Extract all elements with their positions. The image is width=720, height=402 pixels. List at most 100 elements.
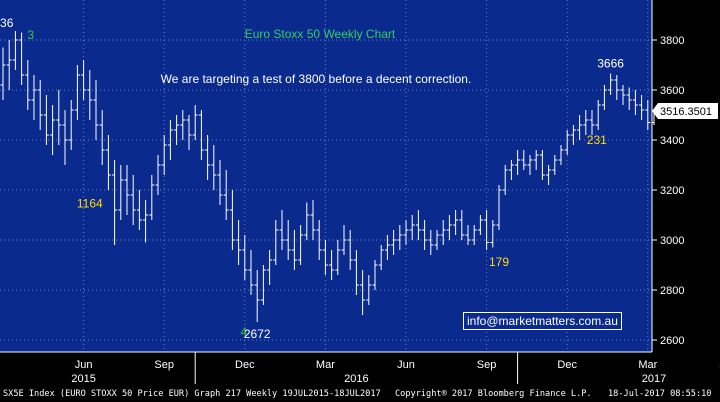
ohlc-bar [322,240,328,275]
ohlc-bar [316,220,322,260]
ohlc-bar [366,275,372,305]
year-label: 2015 [71,373,95,385]
ohlc-bar [595,100,601,130]
ohlc-bar [62,110,68,165]
ohlc-bar [639,95,645,120]
ohlc-bar [56,90,62,145]
ohlc-bar [304,202,310,240]
ohlc-bar [397,225,403,250]
ohlc-bar [19,32,25,85]
ohlc-bar [589,110,595,135]
ohlc-bar [632,90,638,115]
ohlc-bar [335,240,341,275]
annotation-label: 4 [241,325,248,339]
chart-subtitle: We are targeting a test of 3800 before a… [161,72,472,86]
ohlc-bar [143,200,149,243]
ohlc-bar [112,160,118,245]
ohlc-bar [99,110,105,165]
year-label: 2017 [642,373,666,385]
ohlc-bar [205,135,211,180]
ohlc-bar [43,95,49,145]
ohlc-bar [236,220,242,265]
ohlc-bar [124,165,130,215]
ohlc-bar [372,260,378,290]
ohlc-bar [273,220,279,265]
ohlc-bar [428,230,434,255]
ohlc-bar [564,130,570,155]
ohlc-bar [174,115,180,145]
footer-security: SX5E Index (EURO STOXX 50 Price EUR) Gra… [3,389,381,399]
ohlc-bar [502,165,508,195]
ohlc-bar [260,265,266,305]
footer-timestamp: 18-Jul-2017 08:55:10 [608,389,712,399]
ohlc-bar [384,235,390,260]
ohlc-bar [285,220,291,260]
last-price-value: 3516.3501 [660,106,712,118]
annotation-label: 231 [587,133,607,147]
y-tick-label: 3000 [660,235,684,247]
ohlc-bar [310,200,316,240]
ohlc-bar [25,60,31,110]
ohlc-bar [223,170,229,220]
ohlc-bar [136,190,142,230]
ohlc-bar [434,230,440,250]
ohlc-bar [341,225,347,255]
ohlc-bar [626,87,632,110]
footer-bar: SX5E Index (EURO STOXX 50 Price EUR) Gra… [0,385,720,402]
ohlc-bar [521,150,527,170]
annotation-label: 3666 [597,57,624,71]
ohlc-bars [0,31,663,322]
x-axis: JunSepDecMarJunSepDecMarJun201520162017 [71,352,720,385]
y-axis: 2600 2800 3000 3200 3400 3600 3800 3516.3501 [652,35,718,347]
watermark-box: info@marketmatters.com.au [463,312,622,330]
ohlc-bar [577,115,583,140]
ohlc-bar [180,110,186,140]
ohlc-bar [496,185,502,230]
y-tick-label: 3400 [660,135,684,147]
year-label: 2016 [344,373,368,385]
ohlc-bar [645,100,651,130]
ohlc-bar [446,215,452,240]
x-tick-label: Dec [235,359,255,371]
ohlc-bar [12,31,18,70]
ohlc-bar [248,250,254,295]
ohlc-bar [68,100,74,150]
ohlc-bar [378,245,384,270]
y-tick-label: 2600 [660,335,684,347]
ohlc-bar [87,70,93,120]
ohlc-bar [620,85,626,105]
y-tick-label: 3600 [660,85,684,97]
ohlc-bar [217,160,223,205]
ohlc-bar [161,135,167,175]
footer-copyright: Copyright® 2017 Bloomberg Finance L.P. [395,389,592,399]
ohlc-bar [608,73,614,95]
ohlc-bar [149,175,155,220]
ohlc-bar [459,210,465,240]
ohlc-bar [527,155,533,175]
ohlc-bar [546,165,552,185]
x-tick-label: Dec [557,359,577,371]
ohlc-bar [422,220,428,250]
ohlc-bar [6,40,12,90]
ohlc-bar [601,85,607,110]
ohlc-bar [31,75,37,120]
ohlc-bar [347,230,353,270]
ohlc-bar [552,155,558,175]
plot-background [0,0,652,352]
ohlc-bar [298,225,304,265]
chart-title: Euro Stoxx 50 Weekly Chart [245,27,396,41]
ohlc-bar [130,175,136,225]
annotation-label: 3 [27,28,34,42]
ohlc-bar [465,225,471,245]
ohlc-bar [118,165,124,220]
ohlc-bar [440,220,446,245]
ohlc-bar [614,75,620,100]
ohlc-bar [409,215,415,240]
annotation-label: 179 [489,255,509,269]
x-tick-label: Mar [638,359,657,371]
ohlc-bar [254,270,260,322]
y-tick-label: 3200 [660,185,684,197]
ohlc-bar [74,65,80,120]
ohlc-bar [353,250,359,295]
